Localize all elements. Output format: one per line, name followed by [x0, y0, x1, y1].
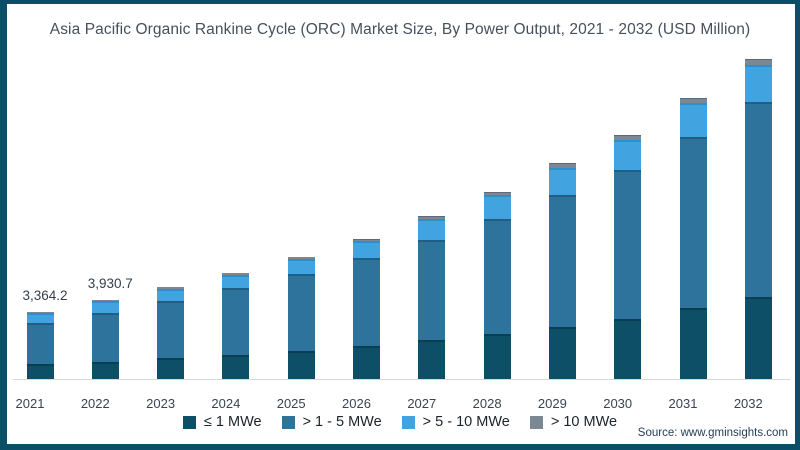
bar-2027-segment-1[interactable] [418, 339, 446, 379]
bar-2026[interactable] [353, 239, 380, 379]
bar-2031-segment-3[interactable] [679, 102, 707, 137]
bar-2022[interactable] [91, 300, 119, 379]
legend-swatch-icon [529, 415, 543, 429]
legend-label: > 10 MWe [550, 414, 618, 430]
bar-2028-segment-4[interactable] [483, 191, 511, 196]
bar-2030-segment-2[interactable] [614, 170, 642, 320]
bar-2021[interactable] [26, 311, 54, 379]
bar-2029[interactable] [548, 163, 576, 379]
bar-2031-segment-4[interactable] [679, 97, 707, 103]
bar-2032-segment-1[interactable] [744, 296, 772, 379]
x-axis-line [13, 379, 790, 380]
bar-2029-segment-2[interactable] [548, 194, 576, 327]
legend-label: > 1 - 5 MWe [302, 414, 382, 430]
x-tick-2023: 2023 [146, 396, 176, 411]
bar-2024-segment-2[interactable] [222, 288, 250, 355]
bar-2024-segment-3[interactable] [222, 274, 250, 289]
bar-2031[interactable] [679, 97, 707, 379]
legend-label: > 5 - 10 MWe [422, 414, 510, 430]
bar-2025-segment-4[interactable] [287, 257, 315, 259]
bar-2030-segment-3[interactable] [614, 140, 642, 171]
bar-2023-segment-1[interactable] [157, 358, 185, 379]
bar-2021-segment-2[interactable] [26, 323, 54, 365]
legend-item-2[interactable]: > 1 - 5 MWe [281, 414, 382, 430]
bar-2028-segment-3[interactable] [483, 195, 511, 220]
bar-2028-segment-2[interactable] [483, 219, 511, 335]
legend: ≤ 1 MWe > 1 - 5 MWe > 5 - 10 MWe > 10 MWe [0, 414, 800, 430]
bar-2025-segment-3[interactable] [287, 258, 315, 275]
bar-2026-segment-1[interactable] [353, 345, 380, 379]
bar-2023[interactable] [157, 287, 185, 379]
bar-total-label-2021: 3,364.2 [22, 287, 68, 303]
legend-item-3[interactable]: > 5 - 10 MWe [401, 414, 510, 430]
x-tick-2022: 2022 [80, 396, 110, 411]
source-link[interactable]: Source: www.gminsights.com [637, 427, 788, 439]
bar-2029-segment-3[interactable] [548, 167, 576, 195]
bar-2027-segment-3[interactable] [418, 219, 446, 240]
bar-2028-segment-1[interactable] [483, 334, 511, 379]
bar-2021-segment-3[interactable] [26, 312, 54, 324]
bar-2027-segment-2[interactable] [418, 239, 446, 340]
bar-2027[interactable] [418, 216, 446, 379]
bar-2022-segment-4[interactable] [91, 300, 119, 302]
x-tick-2031: 2031 [668, 396, 698, 411]
bar-2023-segment-3[interactable] [157, 288, 185, 302]
x-tick-2028: 2028 [472, 396, 502, 411]
bar-2032-segment-2[interactable] [744, 101, 772, 297]
bar-2025-segment-2[interactable] [287, 274, 315, 351]
x-tick-2029: 2029 [537, 396, 567, 411]
bar-2027-segment-4[interactable] [418, 216, 446, 219]
chart-title: Asia Pacific Organic Rankine Cycle (ORC)… [49, 21, 751, 38]
x-tick-2026: 2026 [342, 396, 371, 411]
legend-item-1[interactable]: ≤ 1 MWe [182, 414, 262, 430]
x-tick-2024: 2024 [211, 396, 241, 411]
x-tick-2030: 2030 [603, 396, 633, 411]
bar-2029-segment-1[interactable] [548, 326, 576, 379]
bar-2025[interactable] [287, 257, 315, 379]
bar-2031-segment-1[interactable] [679, 308, 707, 379]
bar-2026-segment-3[interactable] [353, 241, 380, 259]
bar-2021-segment-4[interactable] [26, 311, 54, 313]
bar-2023-segment-4[interactable] [157, 287, 185, 289]
bar-2025-segment-1[interactable] [287, 350, 315, 379]
legend-swatch-icon [182, 415, 196, 429]
x-tick-2021: 2021 [15, 396, 45, 411]
bar-total-label-2022: 3,930.7 [87, 276, 133, 292]
legend-swatch-icon [401, 415, 415, 429]
bar-2022-segment-3[interactable] [91, 301, 119, 314]
bar-2023-segment-2[interactable] [157, 301, 185, 359]
bar-2030-segment-4[interactable] [614, 135, 642, 141]
bar-2030[interactable] [614, 135, 642, 379]
bar-2021-segment-1[interactable] [26, 364, 54, 379]
legend-label: ≤ 1 MWe [203, 414, 262, 430]
bar-2026-segment-2[interactable] [353, 258, 380, 346]
bar-2022-segment-1[interactable] [91, 361, 119, 379]
legend-swatch-icon [281, 415, 295, 429]
bar-2030-segment-1[interactable] [614, 319, 642, 379]
bar-2032[interactable] [744, 59, 772, 379]
bar-2026-segment-4[interactable] [353, 239, 380, 242]
legend-item-4[interactable]: > 10 MWe [529, 414, 618, 430]
bar-2029-segment-4[interactable] [548, 163, 576, 168]
bar-2024-segment-1[interactable] [222, 354, 250, 379]
bar-2024[interactable] [222, 273, 250, 379]
x-tick-2032: 2032 [733, 396, 763, 411]
bar-2032-segment-3[interactable] [744, 64, 772, 102]
bar-2024-segment-4[interactable] [222, 273, 250, 275]
bar-2028[interactable] [483, 191, 511, 379]
x-tick-2027: 2027 [407, 396, 437, 411]
bar-2032-segment-4[interactable] [744, 59, 772, 65]
bar-2031-segment-2[interactable] [679, 136, 707, 309]
x-tick-2025: 2025 [276, 396, 306, 411]
bar-2022-segment-2[interactable] [91, 313, 119, 362]
